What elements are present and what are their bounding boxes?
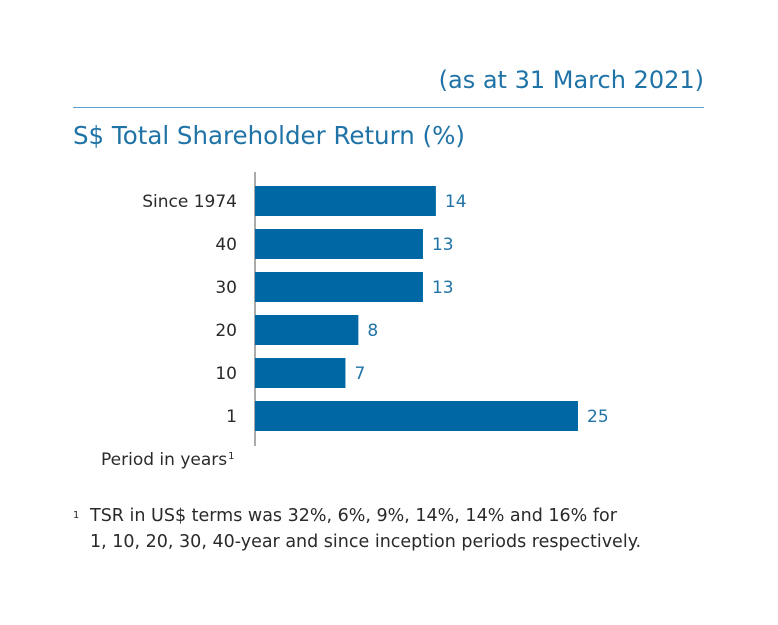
bar [255,358,346,388]
footnote-marker: 1 [73,510,80,521]
as-at-date: (as at 31 March 2021) [438,66,704,94]
x-axis-label-text: Period in years [101,450,228,470]
y-tick-label: 20 [215,321,237,341]
bar [255,272,423,302]
data-label: 25 [587,407,609,427]
header-divider [73,107,704,108]
bar [255,315,359,345]
bar [255,186,436,216]
footnote: 1 TSR in US$ terms was 32%, 6%, 9%, 14%,… [73,503,641,555]
y-tick-label: 40 [215,235,237,255]
data-label: 13 [432,278,454,298]
bar [255,401,578,431]
bar [255,229,423,259]
x-axis-label-note-marker: 1 [228,451,235,462]
data-label: 13 [432,235,454,255]
data-label: 7 [354,364,365,384]
data-label: 8 [367,321,378,341]
y-tick-label: 10 [215,364,237,384]
footnote-line-1: TSR in US$ terms was 32%, 6%, 9%, 14%, 1… [90,506,617,526]
footnote-line-2: 1, 10, 20, 30, 40-year and since incepti… [90,532,642,552]
y-tick-label: Since 1974 [142,192,237,212]
y-tick-label: 30 [215,278,237,298]
data-label: 14 [445,192,467,212]
chart-title: S$ Total Shareholder Return (%) [73,121,465,150]
y-tick-label: 1 [226,407,237,427]
x-axis-label: Period in years1 [101,450,234,470]
